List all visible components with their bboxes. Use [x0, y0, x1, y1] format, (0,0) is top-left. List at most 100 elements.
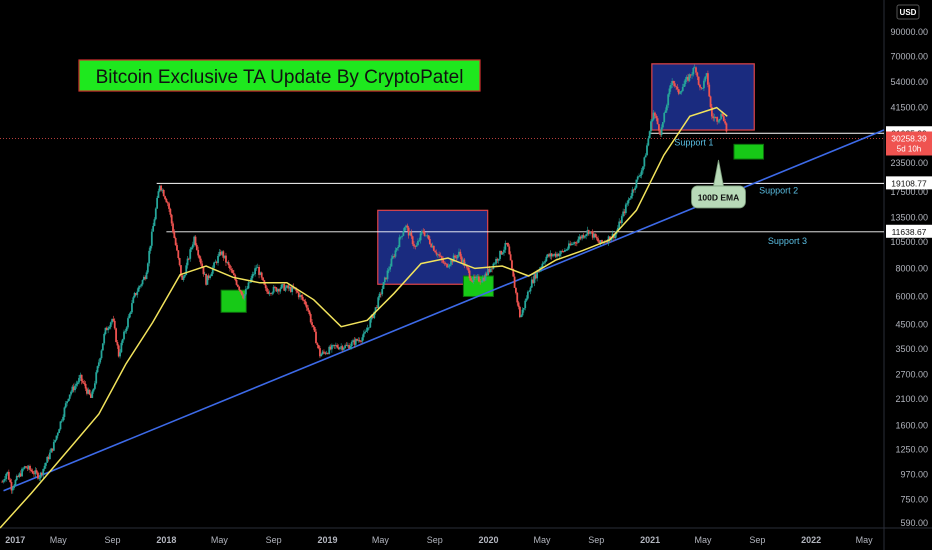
candle-body: [120, 342, 123, 353]
candle-body: [315, 331, 317, 344]
candle-body: [463, 259, 466, 266]
x-tick-label: 2019: [317, 535, 337, 545]
candle-body: [30, 469, 33, 472]
candle-body: [268, 293, 271, 295]
candle-body: [256, 267, 259, 268]
candle-body: [169, 208, 172, 215]
candle-body: [170, 214, 173, 224]
y-tick-label: 13500.00: [890, 212, 928, 222]
candle-body: [558, 253, 561, 257]
candle-body: [5, 473, 8, 479]
candle-body: [419, 233, 422, 241]
candle-body: [38, 478, 41, 479]
candle-body: [421, 230, 423, 234]
candle-body: [140, 284, 143, 286]
candle-body: [431, 245, 434, 248]
candle-body: [483, 277, 486, 281]
candle-body: [544, 261, 546, 263]
candle-body: [76, 382, 79, 385]
ema-line[interactable]: [0, 106, 728, 529]
candle-body: [480, 281, 483, 283]
candle-body: [307, 307, 309, 311]
candle-body: [221, 251, 223, 255]
candle-body: [182, 276, 185, 280]
candle-body: [377, 297, 380, 308]
candle-body: [601, 240, 603, 243]
candle-body: [370, 314, 373, 320]
candle-body: [317, 345, 320, 349]
candle-body: [566, 248, 569, 250]
candle-body: [35, 470, 38, 473]
candle-body: [664, 110, 667, 113]
candle-body: [644, 155, 647, 158]
candle-body: [529, 287, 532, 292]
x-tick-label: Sep: [427, 535, 443, 545]
candle-body: [26, 467, 29, 469]
candle-body: [112, 319, 115, 321]
candle-body: [139, 285, 141, 288]
candle-body: [415, 245, 418, 247]
candle-body: [17, 476, 19, 477]
candle-body: [27, 465, 30, 469]
candle-body: [583, 236, 586, 238]
candle-body: [266, 288, 268, 292]
candle-body: [68, 394, 71, 399]
candle-body: [184, 274, 186, 277]
candle-body: [407, 227, 410, 236]
candle-body: [472, 276, 475, 282]
candle-body: [470, 278, 472, 281]
candle-body: [701, 88, 704, 89]
x-tick-label: 2018: [156, 535, 176, 545]
candle-body: [626, 203, 629, 205]
candle-body: [722, 116, 725, 122]
candle-body: [357, 340, 360, 341]
candle-body: [530, 279, 533, 288]
candle-body: [59, 421, 62, 430]
candle-body: [501, 252, 504, 255]
candle-body: [410, 232, 413, 237]
candle-body: [165, 198, 168, 203]
candle-body: [75, 384, 78, 386]
candle-body: [90, 394, 92, 398]
candle-body: [305, 304, 308, 308]
candle-body: [361, 337, 364, 342]
candle-body: [352, 340, 354, 343]
candle-body: [55, 435, 58, 440]
candle-body: [47, 456, 50, 460]
candle-body: [324, 352, 327, 354]
candle-body: [198, 255, 201, 259]
candle-body: [534, 274, 537, 279]
candle-body: [127, 318, 129, 328]
candle-body: [319, 348, 321, 357]
candle-body: [689, 74, 692, 76]
candle-body: [328, 346, 331, 354]
candle-body: [161, 189, 164, 191]
candle-body: [579, 236, 582, 239]
candle-body: [58, 429, 61, 433]
candle-body: [281, 284, 284, 285]
candle-body: [63, 407, 66, 417]
candle-body: [180, 265, 182, 276]
x-tick-label: Sep: [588, 535, 604, 545]
candle-body: [663, 112, 666, 123]
candle-body: [6, 471, 9, 474]
candle-body: [311, 322, 313, 326]
candle-body: [187, 258, 190, 260]
candle-body: [270, 293, 272, 295]
candle-body: [683, 83, 685, 87]
candle-body: [296, 290, 299, 293]
candle-body: [301, 296, 304, 300]
candle-body: [509, 254, 512, 261]
candle-body: [700, 87, 703, 89]
currency-badge[interactable]: [896, 4, 920, 20]
candle-body: [280, 284, 283, 289]
candle-body: [199, 258, 202, 264]
candle-body: [52, 442, 55, 451]
candle-body: [92, 388, 95, 392]
candle-body: [48, 452, 51, 460]
candle-body: [714, 117, 717, 118]
candle-body: [659, 130, 662, 136]
candle-body: [545, 256, 548, 262]
